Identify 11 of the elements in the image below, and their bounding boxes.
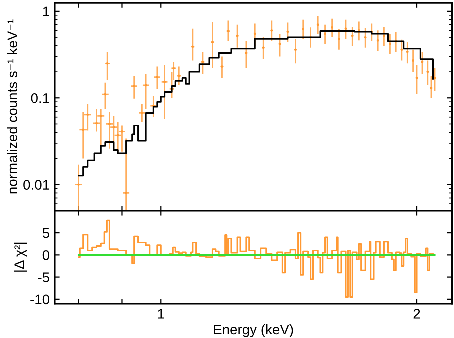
y-tick-label: 0 [42,250,50,260]
y-tick-label: 1 [43,6,50,16]
x-axis-title: Energy (keV) [214,324,294,338]
y-tick-label: -5 [38,272,50,282]
y-tick-label: 0.01 [24,180,50,190]
x-tick-label: 2 [414,309,420,319]
y-axis-title: |Δ χ²| [14,242,28,272]
y-tick-label: -10 [30,294,50,305]
y-axis-title: normalized counts s⁻¹ keV⁻¹ [7,20,18,194]
y-tick-label: 0.1 [31,93,50,104]
y-tick-label: 5 [42,228,50,238]
